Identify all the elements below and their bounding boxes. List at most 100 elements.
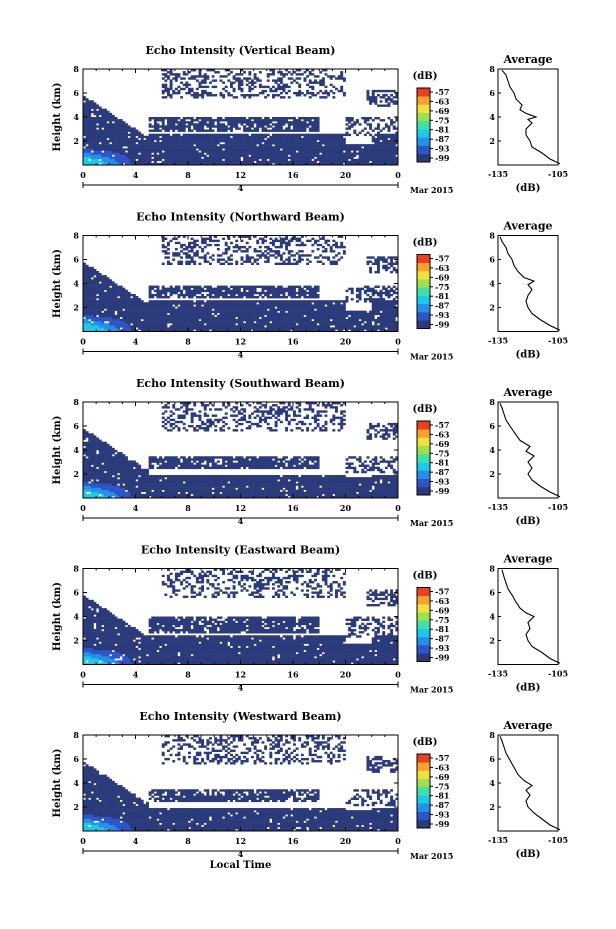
heatmap-cells [83,235,399,332]
colorbar-tick-label: -69 [435,439,450,449]
x-tick-label: 8 [185,503,191,513]
profile-x-tick-label: -135 [488,336,508,346]
colorbar-swatch [417,470,430,479]
y-tick-label: 2 [73,136,79,146]
y-tick-label: 8 [73,231,79,241]
profile-y-tick-label: 8 [489,730,495,740]
colorbar-swatch [417,129,430,138]
profile-y-tick-label: 2 [489,136,495,146]
y-tick-label: 6 [73,588,79,598]
x-tick-label: 20 [340,670,352,680]
average-profile-line [501,569,561,664]
date-label: Mar 2015 [410,685,453,695]
panel-title: Echo Intensity (Westward Beam) [139,710,341,723]
profile-y-tick-label: 2 [489,636,495,646]
y-tick-label: 4 [73,612,79,622]
y-tick-label: 8 [73,397,79,407]
x-tick-label: 4 [133,337,139,347]
y-axis-label: Height (km) [52,416,63,485]
profile-x-label: (dB) [516,683,541,694]
colorbar-frame [416,587,431,662]
average-profile-line [499,735,561,831]
colorbar-swatch [417,254,430,264]
y-tick-label: 8 [73,730,79,740]
colorbar-tick-label: -87 [435,301,449,311]
colorbar-swatch [417,287,430,296]
colorbar-tick-label: -63 [435,596,450,606]
colorbar: -57-63-69-75-81-87-93-99 [416,420,450,496]
profile-x-tick-label: -105 [548,336,568,346]
x-tick-label: 12 [235,170,246,180]
colorbar-tick-label: -87 [435,634,449,644]
profile-x-tick-label: -105 [548,835,568,845]
y-tick-label: 4 [73,445,79,455]
colorbar-tick-label: -81 [435,791,449,801]
date-marker: 4 [238,350,244,360]
colorbar-swatch [417,819,430,829]
colorbar-tick-label: -99 [435,819,450,829]
colorbar-tick-label: -63 [435,263,450,273]
colorbar-tick-label: -75 [435,615,449,625]
colorbar-tick-label: -69 [435,106,450,116]
colorbar-swatch [417,762,430,771]
profile-frame [497,401,559,499]
profile-y-tick-label: 4 [489,279,495,289]
colorbar-frame [416,420,431,496]
colorbar-tick-label: -93 [435,643,450,653]
profile-title: Average [502,719,552,732]
x-tick-label: 0 [395,670,401,680]
colorbar-swatch [417,453,430,463]
colorbar-swatch [417,595,430,605]
x-tick-label: 16 [287,836,299,846]
colorbar-swatch [417,620,430,629]
colorbar: -57-63-69-75-81-87-93-99 [416,587,450,663]
colorbar-tick-label: -63 [435,96,450,106]
x-tick-label: 4 [133,670,139,680]
heatmap-cells [83,568,399,665]
colorbar-tick-label: -57 [435,420,449,430]
x-tick-label: 4 [133,170,139,180]
x-axis-label: Local Time [210,860,272,871]
colorbar-tick-label: -75 [435,781,449,791]
profile-x-tick-label: -135 [488,669,508,679]
colorbar-tick-label: -57 [435,587,449,597]
colorbar-tick-label: -99 [435,653,450,663]
heatmap-cells [83,735,399,832]
x-tick-label: 16 [287,670,299,680]
colorbar: -57-63-69-75-81-87-93-99 [416,87,450,163]
x-tick-label: 0 [80,503,86,513]
profile-y-tick-label: 6 [489,754,495,764]
colorbar-swatch [417,421,430,430]
colorbar-tick-label: -69 [435,272,450,282]
y-tick-label: 8 [73,564,79,574]
colorbar-swatch [417,770,430,779]
colorbar-swatch [417,462,430,471]
colorbar-tick-label: -69 [435,772,450,782]
colorbar-tick-label: -57 [435,753,449,763]
y-tick-label: 4 [73,778,79,788]
colorbar-swatch [417,279,430,288]
profile-y-tick-label: 4 [489,778,495,788]
colorbar-tick-label: -93 [435,477,450,487]
profile-title: Average [502,53,552,66]
profile-x-label: (dB) [516,516,541,527]
colorbar-swatch [417,811,430,821]
colorbar-tick-label: -81 [435,125,449,135]
panel-northward: Echo Intensity (Northward Beam)0 4 8 12 16 20… [52,211,568,362]
colorbar-tick-label: -99 [435,320,450,330]
colorbar-frame [416,753,431,829]
x-tick-label: 0 [395,337,401,347]
profile-y-tick-label: 2 [489,802,495,812]
colorbar-unit: (dB) [413,238,438,249]
profile-frame [497,68,559,166]
panel-westward: Echo Intensity (Westward Beam) 0 4 8 12 16 20 0… [52,710,568,871]
colorbar-swatch [417,803,430,812]
x-tick-label: 0 [80,670,86,680]
x-tick-label: 0 [80,337,86,347]
profile-x-tick-label: -135 [488,835,508,845]
x-tick-label: 12 [235,670,246,680]
y-axis-label: Height (km) [52,582,63,651]
date-label: Mar 2015 [410,352,453,362]
x-tick-label: 8 [185,670,191,680]
profile-y-tick-label: 8 [489,564,495,574]
